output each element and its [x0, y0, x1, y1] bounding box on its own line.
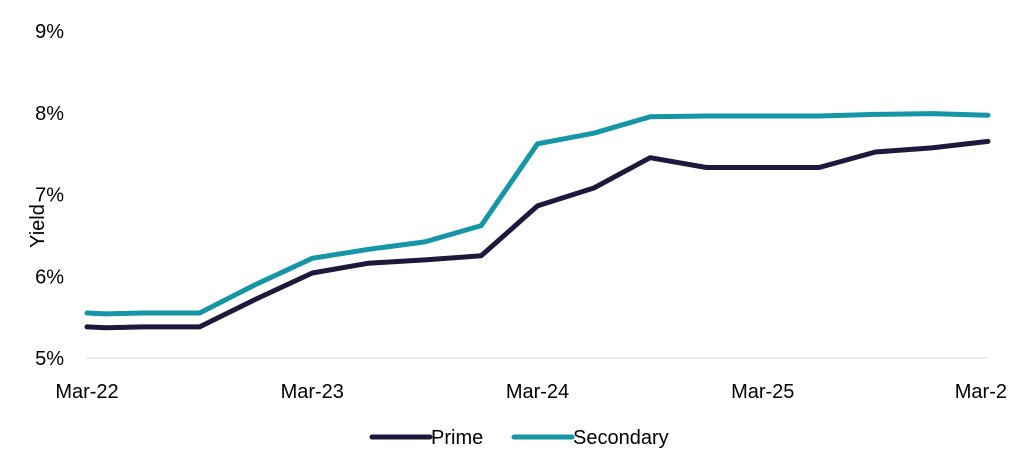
legend-label-secondary: Secondary: [573, 427, 669, 449]
legend-label-prime: Prime: [431, 427, 483, 449]
y-axis-title: Yield: [27, 204, 49, 248]
y-tick-label: 9%: [35, 21, 64, 43]
x-tick-label: Mar-2: [955, 381, 1007, 403]
series-line-secondary: [84, 111, 991, 317]
series-lines: [84, 111, 991, 331]
y-tick-labels: 5% 6% 7% 8% 9%: [35, 21, 64, 370]
x-tick-label: Mar-22: [55, 381, 118, 403]
y-tick-label: 5%: [35, 348, 64, 370]
y-tick-label: 7%: [35, 185, 64, 207]
x-tick-label: Mar-25: [731, 381, 794, 403]
x-tick-label: Mar-23: [281, 381, 344, 403]
y-tick-label: 6%: [35, 266, 64, 288]
y-tick-label: 8%: [35, 103, 64, 125]
series-line-prime: [84, 138, 991, 331]
x-tick-label: Mar-24: [506, 381, 569, 403]
legend: Prime Secondary: [369, 427, 669, 449]
x-tick-labels: Mar-22 Mar-23 Mar-24 Mar-25 Mar-2: [55, 381, 1007, 403]
